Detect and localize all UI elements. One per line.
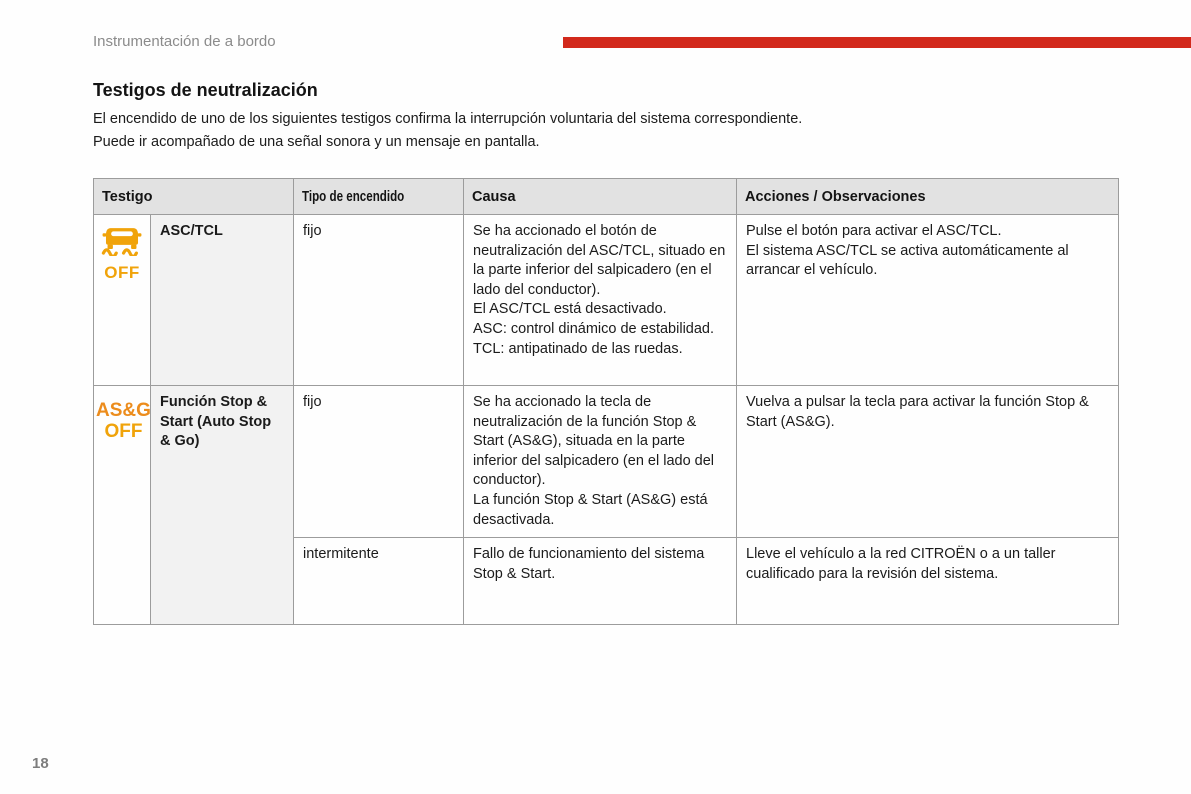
- stop-start-off-icon-text: AS&G: [96, 400, 151, 421]
- table-row-stop-start-intermitente: intermitente Fallo de funcionamiento del…: [94, 537, 1120, 626]
- stop-start-off-icon: AS&G OFF: [96, 400, 151, 442]
- testigo-name-stop-start: Función Stop & Start (Auto Stop & Go): [149, 384, 295, 626]
- traction-control-off-icon-label: OFF: [104, 262, 140, 282]
- intro-text: El encendido de uno de los siguientes te…: [93, 108, 802, 154]
- table-row-asc-tcl: OFF ASC/TCL fijo Se ha accionado el botó…: [93, 214, 1120, 386]
- tipo-stop-start-intermitente: intermitente: [293, 537, 465, 626]
- col-header-tipo-label: Tipo de encendido: [302, 188, 405, 205]
- asc-tcl-icon-cell: OFF: [93, 214, 151, 386]
- intro-line-2: Puede ir acompañado de una señal sonora …: [93, 134, 540, 150]
- tipo-stop-start-fijo: fijo: [293, 384, 465, 539]
- warning-lights-table: Testigo Tipo de encendido Causa Acciones…: [92, 178, 1120, 626]
- header-accent-bar: [563, 37, 1191, 48]
- table-row-stop-start-fijo: AS&G OFF Función Stop & Start (Auto Stop…: [93, 384, 1120, 626]
- col-header-acciones-label: Acciones / Observaciones: [745, 188, 926, 205]
- causa-stop-start-intermitente: Fallo de funcionamiento del sistema Stop…: [463, 537, 738, 626]
- asg-off-icon-cell: AS&G OFF: [93, 384, 151, 626]
- stop-start-off-icon-label: OFF: [104, 421, 143, 442]
- tipo-asc-tcl: fijo: [293, 214, 465, 386]
- traction-control-off-icon: OFF: [99, 225, 145, 281]
- col-header-tipo: Tipo de encendido: [293, 178, 465, 215]
- col-header-causa-label: Causa: [472, 188, 516, 205]
- causa-stop-start-fijo: Se ha accionado la tecla de neutralizaci…: [463, 384, 738, 539]
- col-header-testigo-label: Testigo: [102, 188, 153, 205]
- col-header-acciones: Acciones / Observaciones: [736, 178, 1120, 215]
- section-header: Instrumentación de a bordo: [93, 33, 276, 50]
- col-header-causa: Causa: [463, 178, 738, 215]
- table-header-row: Testigo Tipo de encendido Causa Acciones…: [92, 178, 1120, 215]
- page-number: 18: [32, 755, 49, 772]
- page-title: Testigos de neutralización: [93, 80, 318, 100]
- acciones-asc-tcl: Pulse el botón para activar el ASC/TCL. …: [736, 214, 1120, 386]
- acciones-stop-start-intermitente: Lleve el vehículo a la red CITROËN o a u…: [736, 537, 1120, 626]
- intro-line-1: El encendido de uno de los siguientes te…: [93, 111, 803, 127]
- col-header-testigo: Testigo: [92, 178, 295, 215]
- acciones-stop-start-fijo: Vuelva a pulsar la tecla para activar la…: [736, 384, 1120, 539]
- testigo-name-asc-tcl: ASC/TCL: [149, 214, 295, 386]
- causa-asc-tcl: Se ha accionado el botón de neutralizaci…: [463, 214, 738, 386]
